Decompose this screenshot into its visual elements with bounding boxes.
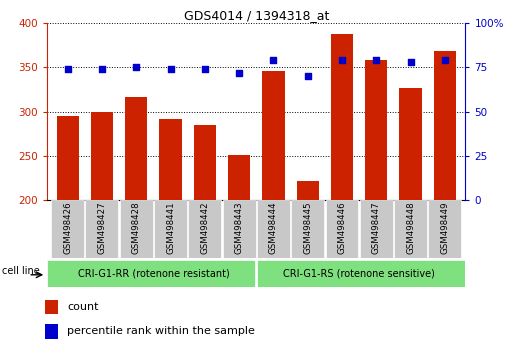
Bar bbox=[365, 60, 388, 200]
Bar bbox=[256, 260, 465, 287]
Bar bbox=[223, 200, 256, 258]
Point bbox=[372, 57, 381, 63]
Text: GSM498446: GSM498446 bbox=[337, 202, 347, 255]
Bar bbox=[91, 112, 113, 200]
Text: GSM498444: GSM498444 bbox=[269, 202, 278, 255]
Bar bbox=[434, 51, 456, 200]
Text: GSM498447: GSM498447 bbox=[372, 202, 381, 255]
Point bbox=[269, 57, 278, 63]
Text: GSM498427: GSM498427 bbox=[97, 202, 107, 255]
Bar bbox=[262, 71, 285, 200]
Bar bbox=[394, 200, 427, 258]
Point bbox=[441, 57, 449, 63]
Bar bbox=[257, 200, 290, 258]
Bar bbox=[297, 181, 319, 200]
Bar bbox=[56, 116, 79, 200]
Point bbox=[406, 59, 415, 65]
Point bbox=[166, 66, 175, 72]
Text: GSM498426: GSM498426 bbox=[63, 202, 72, 255]
Bar bbox=[360, 200, 393, 258]
Bar bbox=[331, 34, 353, 200]
Text: CRI-G1-RR (rotenone resistant): CRI-G1-RR (rotenone resistant) bbox=[77, 268, 229, 279]
Title: GDS4014 / 1394318_at: GDS4014 / 1394318_at bbox=[184, 9, 329, 22]
Bar bbox=[120, 200, 153, 258]
Bar bbox=[400, 88, 422, 200]
Text: percentile rank within the sample: percentile rank within the sample bbox=[67, 326, 255, 336]
Point bbox=[98, 66, 106, 72]
Bar bbox=[47, 260, 256, 287]
Point bbox=[201, 66, 209, 72]
Bar bbox=[188, 200, 221, 258]
Point bbox=[235, 70, 243, 75]
Point bbox=[338, 57, 346, 63]
Bar bbox=[125, 97, 147, 200]
Bar bbox=[160, 119, 181, 200]
Text: GSM498443: GSM498443 bbox=[235, 202, 244, 255]
Bar bbox=[428, 200, 461, 258]
Text: count: count bbox=[67, 302, 99, 312]
Text: GSM498428: GSM498428 bbox=[132, 202, 141, 255]
Bar bbox=[291, 200, 324, 258]
Text: CRI-G1-RS (rotenone sensitive): CRI-G1-RS (rotenone sensitive) bbox=[283, 268, 435, 279]
Point bbox=[132, 64, 140, 70]
Text: GSM498441: GSM498441 bbox=[166, 202, 175, 255]
Bar bbox=[154, 200, 187, 258]
Bar bbox=[228, 155, 251, 200]
Bar bbox=[325, 200, 358, 258]
Bar bbox=[45, 299, 58, 314]
Point bbox=[63, 66, 72, 72]
Text: GSM498445: GSM498445 bbox=[303, 202, 312, 255]
Text: cell line: cell line bbox=[2, 266, 40, 276]
Bar bbox=[85, 200, 118, 258]
Bar bbox=[45, 324, 58, 339]
Bar bbox=[51, 200, 84, 258]
Bar bbox=[194, 125, 216, 200]
Point bbox=[303, 73, 312, 79]
Text: GSM498448: GSM498448 bbox=[406, 202, 415, 255]
Text: GSM498449: GSM498449 bbox=[440, 202, 449, 254]
Text: GSM498442: GSM498442 bbox=[200, 202, 209, 255]
